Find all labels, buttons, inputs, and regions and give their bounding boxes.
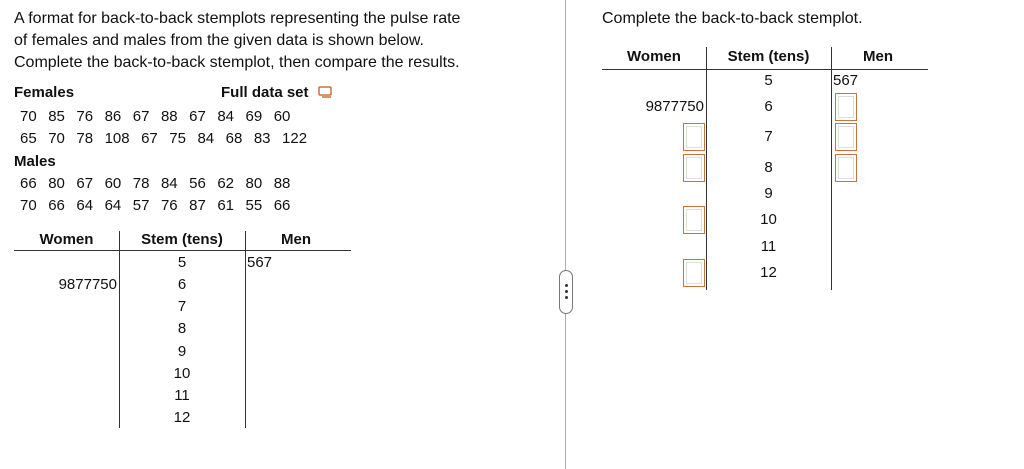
stem: 10 <box>760 211 777 228</box>
women-input[interactable] <box>683 123 705 151</box>
data-value: 66 <box>20 175 37 192</box>
stem: 12 <box>173 409 191 426</box>
data-value: 88 <box>160 108 178 125</box>
header-stem: Stem (tens) <box>141 231 223 248</box>
data-set-icon[interactable] <box>317 85 333 99</box>
women-leaves: 9877750 <box>58 276 117 293</box>
data-value: 70 <box>20 108 37 125</box>
header-stem: Stem (tens) <box>727 48 810 65</box>
stem: 6 <box>177 276 187 293</box>
header-women: Women <box>39 231 94 248</box>
data-value: 60 <box>104 175 122 192</box>
data-value: 65 <box>20 130 37 147</box>
data-value: 68 <box>225 130 243 147</box>
men-input[interactable] <box>835 93 857 121</box>
data-value: 57 <box>132 197 150 214</box>
data-value: 80 <box>48 175 65 192</box>
stem: 10 <box>173 365 191 382</box>
data-value: 56 <box>189 175 206 192</box>
data-value: 67 <box>189 108 206 125</box>
data-value: 86 <box>104 108 122 125</box>
data-value: 84 <box>197 130 215 147</box>
data-value: 85 <box>48 108 65 125</box>
header-women: Women <box>627 48 681 65</box>
data-value: 108 <box>104 130 130 147</box>
stem: 12 <box>760 264 777 281</box>
data-value: 64 <box>76 197 94 214</box>
data-value: 70 <box>48 130 65 147</box>
data-value: 66 <box>48 197 65 214</box>
data-value: 84 <box>160 175 178 192</box>
header-men: Men <box>863 48 893 65</box>
header-men: Men <box>281 231 311 248</box>
women-leaves: 9877750 <box>645 98 704 115</box>
data-value: 75 <box>169 130 186 147</box>
header-rule <box>14 250 351 251</box>
column-rule <box>119 231 120 428</box>
data-value: 76 <box>160 197 178 214</box>
data-value: 60 <box>273 108 291 125</box>
intro-text: A format for back-to-back stemplots repr… <box>14 8 460 74</box>
divider-handle[interactable] <box>559 270 573 314</box>
data-value: 66 <box>273 197 291 214</box>
men-leaves: 567 <box>833 72 859 89</box>
full-data-set-text[interactable]: Full data set <box>221 84 309 101</box>
data-value: 62 <box>217 175 234 192</box>
males-label: Males <box>14 153 56 170</box>
data-value: 122 <box>282 130 308 147</box>
divider <box>565 0 566 469</box>
column-rule <box>706 47 707 290</box>
header-rule <box>602 69 928 70</box>
females-label: Females <box>14 84 75 101</box>
stem: 5 <box>764 72 773 89</box>
men-input[interactable] <box>835 154 857 182</box>
data-value: 80 <box>245 175 263 192</box>
stem: 8 <box>764 159 773 176</box>
data-value: 67 <box>132 108 150 125</box>
stem: 7 <box>764 128 773 145</box>
intro-line: Complete the back-to-back stemplot, then… <box>14 54 460 71</box>
data-value: 78 <box>132 175 150 192</box>
data-value: 78 <box>76 130 94 147</box>
stem: 5 <box>177 254 187 271</box>
stem: 7 <box>177 298 187 315</box>
full-data-set-link[interactable]: Full data set <box>221 84 333 101</box>
stem: 11 <box>174 387 190 404</box>
women-input[interactable] <box>683 154 705 182</box>
data-value: 88 <box>273 175 291 192</box>
stem: 6 <box>764 98 773 115</box>
data-value: 76 <box>76 108 94 125</box>
intro-line: of females and males from the given data… <box>14 32 424 49</box>
stem: 9 <box>177 343 187 360</box>
men-input[interactable] <box>835 123 857 151</box>
column-rule <box>831 47 832 290</box>
data-row: 66 80 67 60 78 84 56 62 80 88 <box>20 175 302 192</box>
instruction: Complete the back-to-back stemplot. <box>602 10 863 27</box>
stem: 9 <box>764 185 773 202</box>
data-value: 67 <box>141 130 158 147</box>
stem: 8 <box>177 320 187 337</box>
data-row: 70 85 76 86 67 88 67 84 69 60 <box>20 108 302 125</box>
data-value: 70 <box>20 197 37 214</box>
data-value: 87 <box>189 197 206 214</box>
intro-line: A format for back-to-back stemplots repr… <box>14 10 461 27</box>
column-rule <box>245 231 246 428</box>
data-row: 65 70 78 108 67 75 84 68 83 122 <box>20 130 319 147</box>
stem: 11 <box>760 238 777 255</box>
data-value: 83 <box>253 130 271 147</box>
data-value: 67 <box>76 175 94 192</box>
data-value: 64 <box>104 197 122 214</box>
data-value: 84 <box>217 108 234 125</box>
women-input[interactable] <box>683 206 705 234</box>
data-value: 69 <box>245 108 263 125</box>
women-input[interactable] <box>683 259 705 287</box>
data-value: 55 <box>245 197 263 214</box>
data-row: 70 66 64 64 57 76 87 61 55 66 <box>20 197 302 214</box>
data-value: 61 <box>217 197 234 214</box>
men-leaves: 567 <box>247 254 273 271</box>
